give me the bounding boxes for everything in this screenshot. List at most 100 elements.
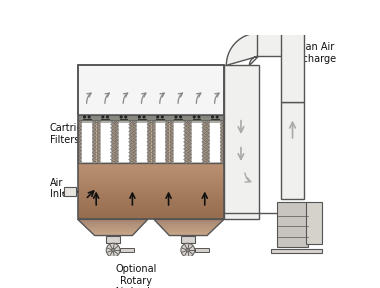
Bar [78,121,81,163]
Bar [78,188,224,190]
Bar [64,187,76,196]
Bar [191,122,202,162]
Circle shape [106,115,109,118]
Polygon shape [162,227,216,228]
Polygon shape [82,224,144,225]
Bar [115,121,118,163]
Bar [78,202,224,204]
Bar [78,206,224,208]
Bar [165,121,168,163]
Polygon shape [158,223,220,224]
Bar [78,195,224,197]
Bar [257,33,298,56]
Bar [78,204,224,205]
Bar [78,201,224,202]
Bar [78,168,224,170]
Bar [78,190,224,191]
Bar [120,248,134,253]
Polygon shape [84,225,142,226]
Bar [78,174,224,176]
Polygon shape [165,230,212,231]
Polygon shape [93,234,134,235]
Polygon shape [163,229,214,230]
Bar [206,121,209,163]
Bar [78,215,224,217]
Bar [78,211,224,212]
Bar [133,121,136,163]
Bar [155,122,165,162]
Polygon shape [94,235,133,236]
Polygon shape [226,33,259,65]
Bar [78,171,224,173]
Bar [106,236,120,243]
Bar [78,208,224,210]
Text: Cartridge
Filters: Cartridge Filters [50,123,96,145]
Bar [195,248,209,253]
Bar [78,65,224,115]
Polygon shape [90,231,137,232]
Bar [92,121,95,163]
Bar [184,121,187,163]
Circle shape [211,115,214,118]
Polygon shape [88,229,139,230]
Bar [147,121,150,163]
Bar [78,115,224,121]
Polygon shape [160,225,218,226]
Bar [78,209,224,211]
Bar [100,122,111,162]
Polygon shape [154,219,224,220]
Circle shape [106,243,120,257]
Polygon shape [87,228,139,229]
Text: Clean Air
Discharge: Clean Air Discharge [287,42,336,64]
Bar [78,166,224,167]
Bar [181,236,195,243]
Polygon shape [78,219,148,220]
Polygon shape [163,228,215,229]
Bar [78,170,224,172]
Bar [281,33,304,102]
Bar [78,173,224,175]
Bar [78,120,224,122]
Circle shape [186,248,190,252]
Bar [111,121,114,163]
Bar [306,202,322,244]
Bar [202,121,205,163]
Bar [78,181,224,183]
Polygon shape [167,233,210,234]
Bar [78,163,224,164]
Circle shape [101,115,105,118]
Bar [118,122,129,162]
Bar [78,177,224,179]
Circle shape [174,115,177,118]
Bar [78,167,224,169]
Polygon shape [169,235,208,236]
Bar [78,178,224,180]
Circle shape [83,115,86,118]
Circle shape [142,115,146,118]
Bar [78,185,224,187]
Polygon shape [86,227,140,228]
Circle shape [88,115,91,118]
Bar [136,122,147,162]
Bar [188,121,191,163]
Bar [78,182,224,184]
Polygon shape [85,226,141,227]
Polygon shape [92,233,135,234]
Bar [78,196,224,198]
Bar [78,121,224,163]
Bar [78,180,224,181]
Bar [173,122,184,162]
Bar [78,175,224,177]
Bar [78,65,224,219]
Bar [170,121,173,163]
Bar [129,121,132,163]
Polygon shape [80,221,146,222]
Bar [78,205,224,207]
Bar [78,192,224,194]
Bar [209,122,220,162]
Polygon shape [161,226,217,227]
Bar [81,122,92,162]
Polygon shape [166,232,211,233]
Bar [78,212,224,214]
Circle shape [111,248,115,252]
